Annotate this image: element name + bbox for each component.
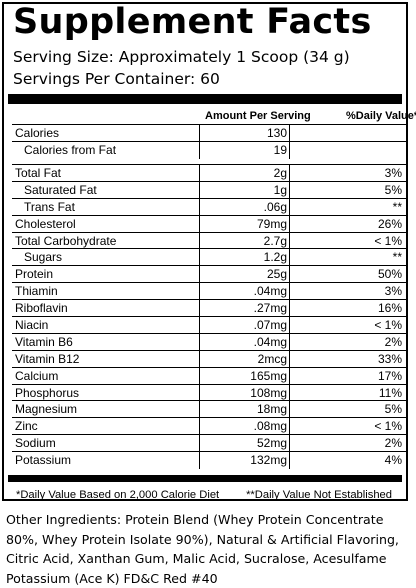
nutrient-name: Saturated Fat <box>24 182 97 197</box>
thick-divider-top <box>8 94 402 104</box>
nutrient-name: Total Carbohydrate <box>15 233 117 248</box>
nutrient-name: Niacin <box>15 318 49 333</box>
nutrient-amount: 132mg <box>199 452 289 470</box>
nutrient-daily-value <box>289 125 404 141</box>
nutrient-daily-value: 26% <box>289 215 404 232</box>
nutrient-amount: 130 <box>199 125 289 141</box>
other-ingredients: Other Ingredients: Protein Blend (Whey P… <box>6 512 399 586</box>
nutrient-row: Cholesterol 79mg 26% <box>12 215 406 233</box>
nutrient-daily-value: 17% <box>289 367 404 384</box>
daily-value-footnote: *Daily Value Based on 2,000 Calorie Diet <box>16 489 220 501</box>
nutrient-name: Thiamin <box>15 284 58 299</box>
nutrient-row: Magnesium 18mg 5% <box>12 401 406 419</box>
nutrient-row: Calories 130 <box>12 125 406 142</box>
nutrient-amount: 52mg <box>199 435 289 452</box>
nutrient-amount: 2mcg <box>199 350 289 367</box>
nutrient-amount: .06g <box>199 198 289 215</box>
nutrient-amount: 79mg <box>199 215 289 232</box>
nutrient-amount: 25g <box>199 266 289 283</box>
nutrient-amount: 108mg <box>199 384 289 401</box>
not-established-footnote: **Daily Value Not Established <box>246 489 392 501</box>
nutrient-daily-value: < 1% <box>289 418 404 435</box>
nutrient-row: Calcium 165mg 17% <box>12 367 406 385</box>
nutrient-name: Riboflavin <box>15 301 68 316</box>
nutrient-name: Vitamin B12 <box>15 351 80 366</box>
nutrient-daily-value: 5% <box>289 401 404 418</box>
nutrient-amount: 18mg <box>199 401 289 418</box>
nutrient-name: Trans Fat <box>24 199 75 214</box>
nutrient-row: Trans Fat .06g ** <box>12 198 406 216</box>
nutrient-amount: 2g <box>199 165 289 181</box>
nutrient-row: Potassium 132mg 4% <box>12 452 406 470</box>
nutrient-row: Saturated Fat 1g 5% <box>12 181 406 199</box>
nutrient-daily-value: 4% <box>289 452 404 470</box>
nutrient-row: Sodium 52mg 2% <box>12 435 406 453</box>
nutrient-name: Total Fat <box>15 166 62 180</box>
nutrient-amount: .08mg <box>199 418 289 435</box>
nutrient-daily-value: 50% <box>289 266 404 283</box>
nutrient-row: Riboflavin .27mg 16% <box>12 300 406 318</box>
nutrient-daily-value: < 1% <box>289 317 404 333</box>
nutrient-daily-value: 33% <box>289 350 404 367</box>
nutrient-row: Phosphorus 108mg 11% <box>12 384 406 402</box>
thick-divider-bottom <box>8 475 402 482</box>
nutrient-daily-value: 11% <box>289 384 404 401</box>
calories-table: Calories 130 Calories from Fat 19 <box>12 124 406 159</box>
nutrient-row: Thiamin .04mg 3% <box>12 283 406 301</box>
nutrient-name: Calories <box>15 126 60 140</box>
supplement-facts-panel: Supplement Facts Serving Size: Approxima… <box>2 2 416 501</box>
nutrient-row: Vitamin B12 2mcg 33% <box>12 350 406 368</box>
nutrient-amount: 2.7g <box>199 232 289 249</box>
nutrient-amount: .04mg <box>199 283 289 300</box>
nutrient-name: Magnesium <box>15 402 78 417</box>
nutrient-name: Sugars <box>24 250 63 265</box>
nutrient-daily-value: 2% <box>289 435 404 452</box>
panel-title: Supplement Facts <box>13 2 372 42</box>
nutrients-table: Total Fat 2g 3% Saturated Fat 1g 5% Trans Fat.… <box>12 164 406 470</box>
amount-per-serving-header: Amount Per Serving <box>205 110 311 122</box>
servings-per-container: Servings Per Container: 60 <box>13 70 220 88</box>
nutrient-row: Calories from Fat 19 <box>12 141 406 159</box>
nutrient-amount: 165mg <box>199 367 289 384</box>
nutrient-daily-value: < 1% <box>289 232 404 249</box>
nutrient-daily-value <box>289 141 404 159</box>
nutrient-daily-value: 5% <box>289 181 404 198</box>
nutrient-row: Total Carbohydrate 2.7g < 1% <box>12 232 406 250</box>
nutrient-amount: .27mg <box>199 300 289 317</box>
nutrient-amount: 1.2g <box>199 249 289 266</box>
nutrient-amount: .04mg <box>199 333 289 350</box>
nutrient-row: Zinc .08mg < 1% <box>12 418 406 436</box>
nutrient-name: Phosphorus <box>15 385 80 400</box>
nutrient-name: Potassium <box>15 453 72 468</box>
nutrient-name: Cholesterol <box>15 216 76 231</box>
nutrient-name: Calcium <box>15 368 59 383</box>
nutrient-name: Vitamin B6 <box>15 334 73 349</box>
nutrient-row: Protein 25g 50% <box>12 266 406 284</box>
nutrient-daily-value: ** <box>289 249 404 266</box>
nutrient-row: Total Fat 2g 3% <box>12 165 406 182</box>
nutrient-amount: 19 <box>199 141 289 159</box>
nutrient-row: Vitamin B6 .04mg 2% <box>12 333 406 351</box>
nutrient-name: Calories from Fat <box>24 142 117 157</box>
nutrient-name: Protein <box>15 267 54 282</box>
nutrient-name: Sodium <box>15 436 56 451</box>
nutrient-daily-value: ** <box>289 198 404 215</box>
daily-value-header: %Daily Value* <box>346 110 416 122</box>
nutrient-amount: .07mg <box>199 317 289 333</box>
nutrient-name: Zinc <box>15 419 38 434</box>
serving-size: Serving Size: Approximately 1 Scoop (34 … <box>13 48 350 66</box>
nutrient-row: Sugars 1.2g ** <box>12 249 406 267</box>
nutrient-daily-value: 3% <box>289 165 404 181</box>
nutrient-daily-value: 3% <box>289 283 404 300</box>
nutrient-row: Niacin .07mg < 1% <box>12 317 406 334</box>
nutrient-daily-value: 16% <box>289 300 404 317</box>
nutrient-amount: 1g <box>199 181 289 198</box>
nutrient-daily-value: 2% <box>289 333 404 350</box>
